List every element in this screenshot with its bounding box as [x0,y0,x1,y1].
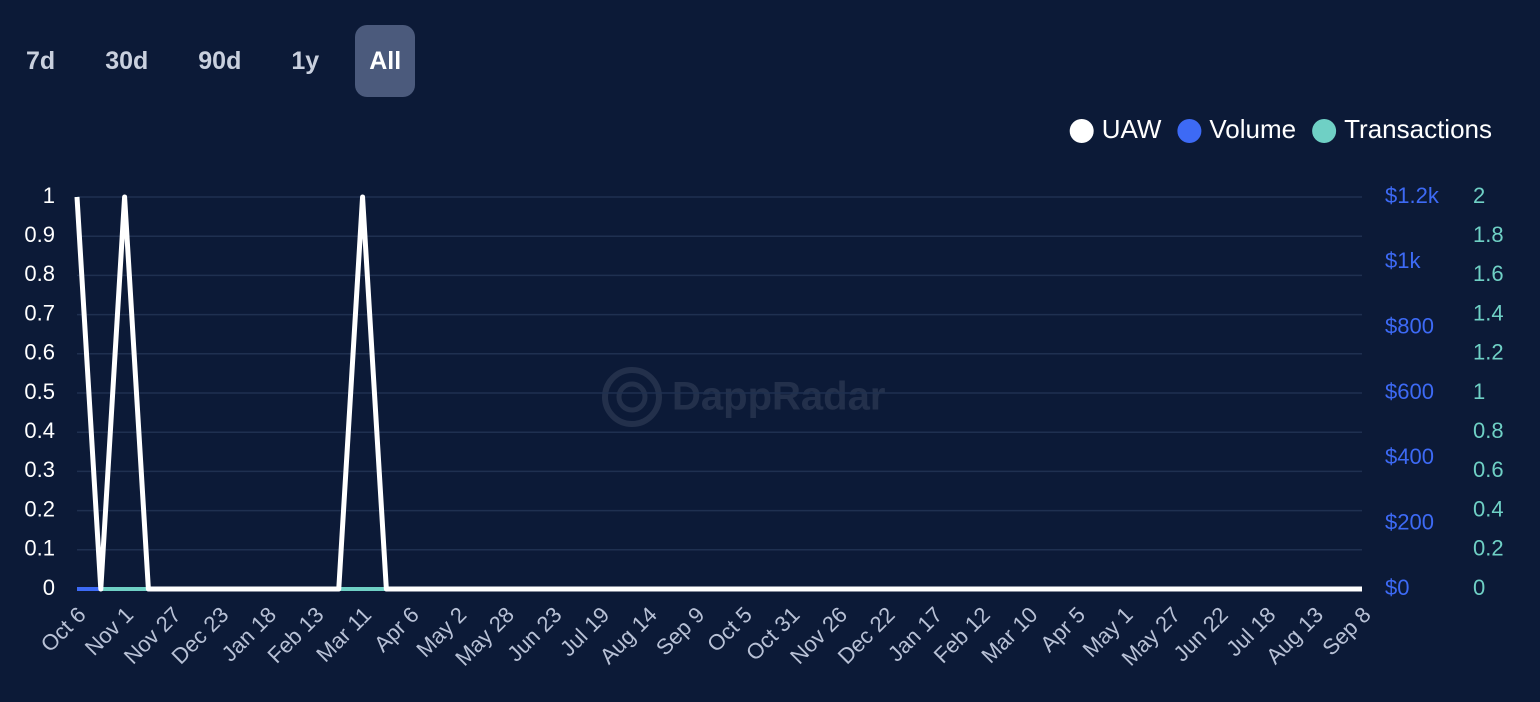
y3-tick-label: 1.4 [1473,300,1504,325]
legend: Transactions Volume UAW [1069,114,1492,144]
y2-tick-label: $600 [1385,379,1434,404]
y3-tick-label: 1.6 [1473,261,1504,286]
range-buttons: 7d 30d 90d 1y All [12,25,437,97]
y2-tick-label: $200 [1385,509,1434,534]
y3-tick-label: 0.8 [1473,418,1504,443]
watermark-text: DappRadar [672,375,885,419]
y2-tick-label: $1.2k [1385,183,1440,208]
y3-tick-label: 1 [1473,379,1485,404]
y2-tick-label: $1k [1385,248,1421,273]
y3-tick-label: 0 [1473,575,1485,600]
y3-tick-label: 0.4 [1473,496,1504,521]
x-tick-label: Mar 11 [311,602,376,667]
y-tick-label: 0.8 [24,261,55,286]
x-tick-label: Sep 8 [1317,602,1375,660]
legend-swatch [1312,119,1337,143]
y-tick-label: 0.3 [24,457,55,482]
x-tick-label: Oct 6 [36,602,91,657]
range-button[interactable]: 7d [26,47,56,75]
y-tick-label: 1 [43,183,55,208]
y3-tick-label: 2 [1473,183,1485,208]
y3-tick-label: 1.2 [1473,340,1504,365]
y-tick-label: 0.2 [24,496,55,521]
x-tick-label: Jun 22 [1168,602,1232,666]
y-tick-label: 0.7 [24,300,55,325]
y-tick-label: 0.9 [24,222,55,247]
y3-tick-label: 0.6 [1473,457,1504,482]
range-button[interactable]: 90d [198,47,242,75]
y-tick-label: 0 [43,575,55,600]
y3-tick-label: 0.2 [1473,536,1504,561]
y2-tick-label: $400 [1385,444,1434,469]
range-button[interactable]: 1y [291,47,320,75]
x-tick-label: Sep 9 [651,602,709,660]
range-button[interactable]: 30d [105,47,149,75]
legend-label: UAW [1102,114,1162,144]
y2-tick-label: $800 [1385,313,1434,338]
watermark: DappRadar [602,367,885,427]
x-tick-label: Jun 23 [502,602,566,666]
y2-tick-label: $0 [1385,575,1409,600]
y3-tick-label: 1.8 [1473,222,1504,247]
y-tick-label: 0.1 [24,536,55,561]
y-tick-label: 0.5 [24,379,55,404]
legend-swatch [1069,119,1094,143]
y-tick-label: 0.6 [24,340,55,365]
range-button[interactable]: All [355,25,416,97]
legend-swatch [1177,119,1202,143]
y-tick-label: 0.4 [24,418,55,443]
series-line [74,194,1362,592]
legend-label: Volume [1209,114,1296,144]
legend-label: Transactions [1344,114,1492,144]
